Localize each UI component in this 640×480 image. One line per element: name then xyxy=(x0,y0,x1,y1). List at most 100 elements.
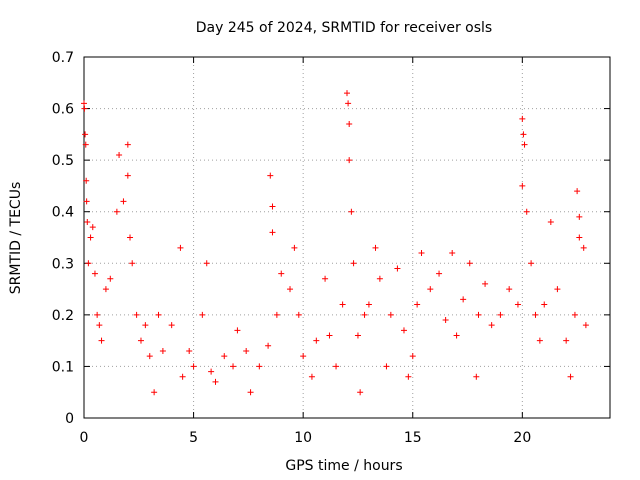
grid-lines xyxy=(84,57,610,418)
data-point xyxy=(365,301,372,308)
data-point xyxy=(405,373,412,380)
data-point xyxy=(523,208,530,215)
data-point xyxy=(442,317,449,324)
data-point xyxy=(81,100,87,107)
data-point xyxy=(221,353,228,360)
data-point xyxy=(133,311,140,318)
data-point xyxy=(322,275,329,282)
data-point xyxy=(554,286,561,293)
data-point xyxy=(436,270,443,277)
data-point xyxy=(418,249,425,256)
data-point xyxy=(394,265,401,272)
data-point xyxy=(541,301,548,308)
data-point xyxy=(269,229,276,236)
data-point xyxy=(519,182,526,189)
x-tick-label: 5 xyxy=(189,430,198,446)
data-point xyxy=(85,260,92,267)
data-point xyxy=(265,342,272,349)
data-point xyxy=(287,286,294,293)
data-point xyxy=(576,213,583,220)
y-tick-label: 0.1 xyxy=(52,359,74,375)
data-point xyxy=(580,244,587,251)
data-point xyxy=(129,260,136,267)
data-point xyxy=(582,322,589,329)
data-point xyxy=(466,260,473,267)
data-point xyxy=(344,90,350,97)
y-tick-label: 0.4 xyxy=(52,205,74,221)
data-point xyxy=(475,311,482,318)
data-point xyxy=(506,286,513,293)
data-point xyxy=(82,131,89,138)
data-point xyxy=(256,363,263,370)
data-point xyxy=(409,353,416,360)
data-point xyxy=(532,311,539,318)
data-point xyxy=(102,286,109,293)
data-point xyxy=(339,301,346,308)
data-point xyxy=(571,311,578,318)
data-point xyxy=(348,208,355,215)
data-point xyxy=(168,322,175,329)
data-point xyxy=(155,311,162,318)
data-point xyxy=(473,373,480,380)
data-point xyxy=(124,172,131,179)
data-point xyxy=(354,332,361,339)
x-axis-label: GPS time / hours xyxy=(285,458,402,474)
data-point xyxy=(313,337,320,344)
data-point xyxy=(208,368,215,375)
data-point xyxy=(488,322,495,329)
data-point xyxy=(361,311,368,318)
data-point xyxy=(427,286,434,293)
data-point xyxy=(449,249,456,256)
data-point xyxy=(387,311,394,318)
data-point xyxy=(295,311,302,318)
data-point xyxy=(453,332,460,339)
y-tick-label: 0.5 xyxy=(52,153,74,169)
data-point xyxy=(159,347,166,354)
data-point xyxy=(89,224,96,231)
y-tick-label: 0 xyxy=(65,411,74,427)
data-point xyxy=(576,234,583,241)
data-point xyxy=(199,311,206,318)
data-point xyxy=(212,378,219,385)
data-point xyxy=(300,353,307,360)
data-point xyxy=(308,373,315,380)
data-point xyxy=(87,234,94,241)
data-point xyxy=(567,373,574,380)
data-point xyxy=(267,172,274,179)
data-point xyxy=(179,373,186,380)
data-point xyxy=(94,311,101,318)
data-point xyxy=(177,244,184,251)
data-point xyxy=(83,177,90,184)
data-point xyxy=(563,337,570,344)
axis-ticks: 0 0.1 0.2 0.3 0.4 0.5 0.6 0.7 0 5 10 15 20 xyxy=(52,50,610,446)
data-point xyxy=(376,275,383,282)
data-point xyxy=(151,389,158,396)
y-tick-label: 0.6 xyxy=(52,102,74,118)
data-point xyxy=(333,363,340,370)
data-point xyxy=(326,332,333,339)
x-tick-label: 10 xyxy=(294,430,312,446)
data-point xyxy=(547,219,554,226)
data-point xyxy=(116,151,123,158)
x-tick-label: 20 xyxy=(513,430,531,446)
data-point xyxy=(82,141,89,148)
data-point xyxy=(372,244,379,251)
data-point xyxy=(269,203,276,210)
y-tick-label: 0.3 xyxy=(52,256,74,272)
data-point xyxy=(278,270,285,277)
data-point xyxy=(113,208,120,215)
data-point xyxy=(460,296,467,303)
data-point xyxy=(414,301,421,308)
data-point xyxy=(230,363,237,370)
data-point xyxy=(91,270,98,277)
data-point xyxy=(142,322,149,329)
x-tick-label: 0 xyxy=(80,430,89,446)
data-point xyxy=(346,121,353,128)
data-point xyxy=(247,389,254,396)
data-point xyxy=(346,157,353,164)
data-point xyxy=(84,219,91,226)
data-point xyxy=(273,311,280,318)
y-axis-label: SRMTID / TECUs xyxy=(8,182,24,295)
data-point xyxy=(137,337,144,344)
